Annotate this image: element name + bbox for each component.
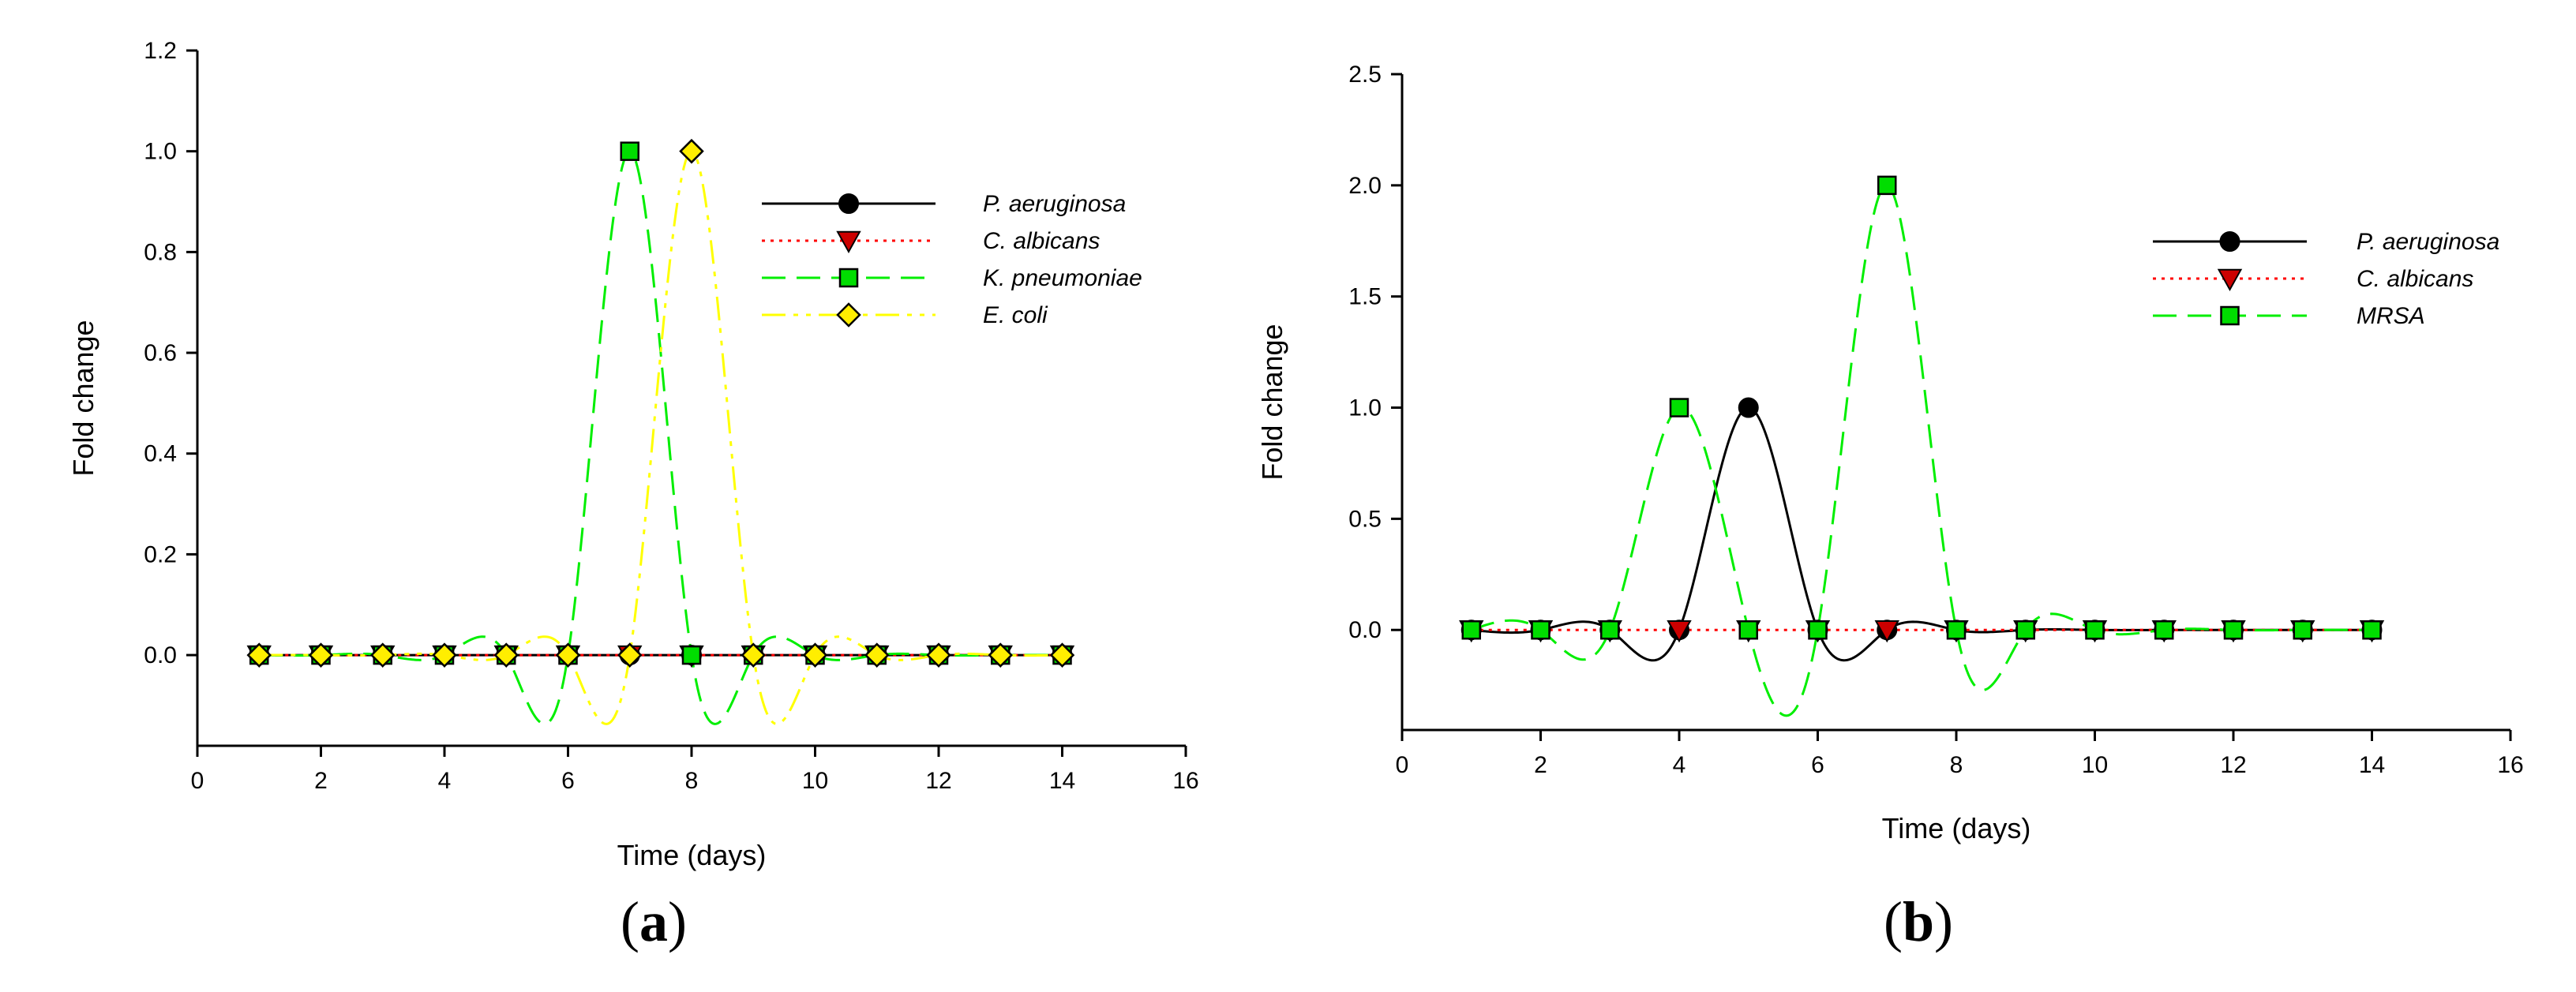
data-point (432, 642, 457, 668)
data-point (369, 642, 396, 668)
series-markers (246, 138, 1075, 668)
data-point (2154, 620, 2174, 640)
x-tick-label: 10 (2082, 752, 2108, 778)
legend-label: MRSA (2357, 303, 2425, 329)
data-point (988, 642, 1014, 668)
series-markers (1461, 175, 2382, 640)
x-tick-label: 10 (802, 768, 828, 794)
y-axis-title: Fold change (1256, 324, 1288, 480)
data-point (1877, 175, 1897, 196)
x-tick-label: 2 (1534, 752, 1547, 778)
data-point (1531, 620, 1550, 640)
y-axis-title: Fold change (67, 320, 99, 476)
x-tick-label: 16 (1172, 768, 1198, 794)
data-point (802, 642, 828, 668)
data-point (926, 642, 951, 668)
x-tick-label: 6 (561, 768, 575, 794)
y-tick-label: 0.0 (1348, 617, 1382, 643)
data-point (1738, 620, 1758, 640)
series-line (259, 150, 1063, 725)
series-k-pneumoniae (259, 150, 1063, 725)
data-point (679, 138, 704, 164)
series-line (259, 150, 1063, 725)
data-point (1667, 620, 1692, 643)
data-point (246, 642, 272, 668)
legend-marker (838, 193, 859, 214)
x-tick-label: 12 (2220, 752, 2246, 778)
legend: P. aeruginosa C. albicans MRSA (2153, 229, 2499, 329)
data-point (864, 642, 890, 668)
data-point (741, 642, 767, 668)
y-tick-label: 1.0 (1348, 395, 1382, 421)
legend-marker (2219, 231, 2240, 252)
x-tick-label: 4 (1673, 752, 1686, 778)
x-tick-label: 8 (685, 768, 699, 794)
y-tick-label: 0.2 (144, 541, 177, 567)
data-point (1738, 397, 1759, 418)
x-tick-label: 6 (1811, 752, 1824, 778)
series-markers (1460, 397, 2383, 641)
y-tick-label: 0.6 (144, 340, 177, 366)
y-tick-label: 0.4 (144, 441, 177, 467)
legend-marker (2220, 305, 2240, 326)
y-tick-label: 2.5 (1348, 62, 1382, 88)
x-tick-label: 14 (2359, 752, 2385, 778)
legend-label: C. albicans (983, 228, 1100, 254)
data-point (617, 642, 643, 668)
panel-label: (b) (1884, 890, 1953, 953)
y-tick-label: 1.5 (1348, 284, 1382, 310)
data-point (1669, 398, 1689, 417)
data-point (2085, 620, 2105, 640)
x-tick-label: 16 (2497, 752, 2523, 778)
series-mrsa (1471, 184, 2372, 717)
legend-label: C. albicans (2357, 266, 2473, 292)
x-tick-label: 14 (1049, 768, 1075, 794)
legend-label: K. pneumoniae (983, 265, 1142, 291)
data-point (620, 141, 639, 161)
y-tick-label: 1.0 (144, 139, 177, 165)
data-point (2223, 620, 2244, 640)
y-tick-label: 0.5 (1348, 506, 1382, 532)
data-point (2015, 620, 2035, 640)
data-point (493, 642, 519, 668)
y-tick-label: 0.0 (144, 642, 177, 668)
data-point (1461, 620, 1481, 640)
y-tick-label: 0.8 (144, 239, 177, 265)
legend-label: E. coli (983, 302, 1048, 328)
data-point (2293, 620, 2312, 640)
x-tick-label: 12 (925, 768, 951, 794)
panel-label: (a) (621, 890, 687, 953)
legend-label: P. aeruginosa (983, 191, 1126, 217)
data-point (308, 642, 334, 668)
y-tick-label: 1.2 (144, 38, 177, 64)
x-axis-title: Time (days) (1882, 812, 2031, 844)
data-point (1874, 620, 1899, 643)
data-point (555, 642, 581, 668)
series-e-coli (259, 150, 1063, 725)
x-tick-label: 8 (1950, 752, 1963, 778)
chart-panel-a: 0 2 4 6 8 10 12 14 16 0.0 0.2 0.4 0.6 0.8 1.0 1.2 Time (… (67, 38, 1199, 953)
data-point (1600, 620, 1620, 640)
legend-marker (838, 268, 859, 288)
legend-label: P. aeruginosa (2357, 229, 2499, 255)
x-axis-title: Time (days) (617, 839, 767, 871)
series-line (1471, 184, 2372, 717)
data-point (1808, 620, 1828, 640)
data-point (1946, 620, 1967, 640)
data-point (2362, 620, 2382, 640)
x-tick-label: 0 (1396, 752, 1409, 778)
y-tick-label: 2.0 (1348, 173, 1382, 199)
series-markers (249, 141, 1072, 665)
chart-panel-b: 0 2 4 6 8 10 12 14 16 0.0 0.5 1.0 1.5 2.0 2.5 Time (day… (1256, 62, 2524, 953)
x-tick-label: 2 (314, 768, 328, 794)
legend-marker (836, 302, 861, 328)
legend: P. aeruginosa C. albicans K. pneumoniae E. … (762, 191, 1142, 328)
legend-marker (2217, 268, 2243, 292)
x-tick-label: 4 (438, 768, 452, 794)
x-tick-label: 0 (191, 768, 204, 794)
legend-marker (836, 230, 861, 254)
data-point (681, 645, 702, 665)
data-point (1049, 642, 1075, 668)
